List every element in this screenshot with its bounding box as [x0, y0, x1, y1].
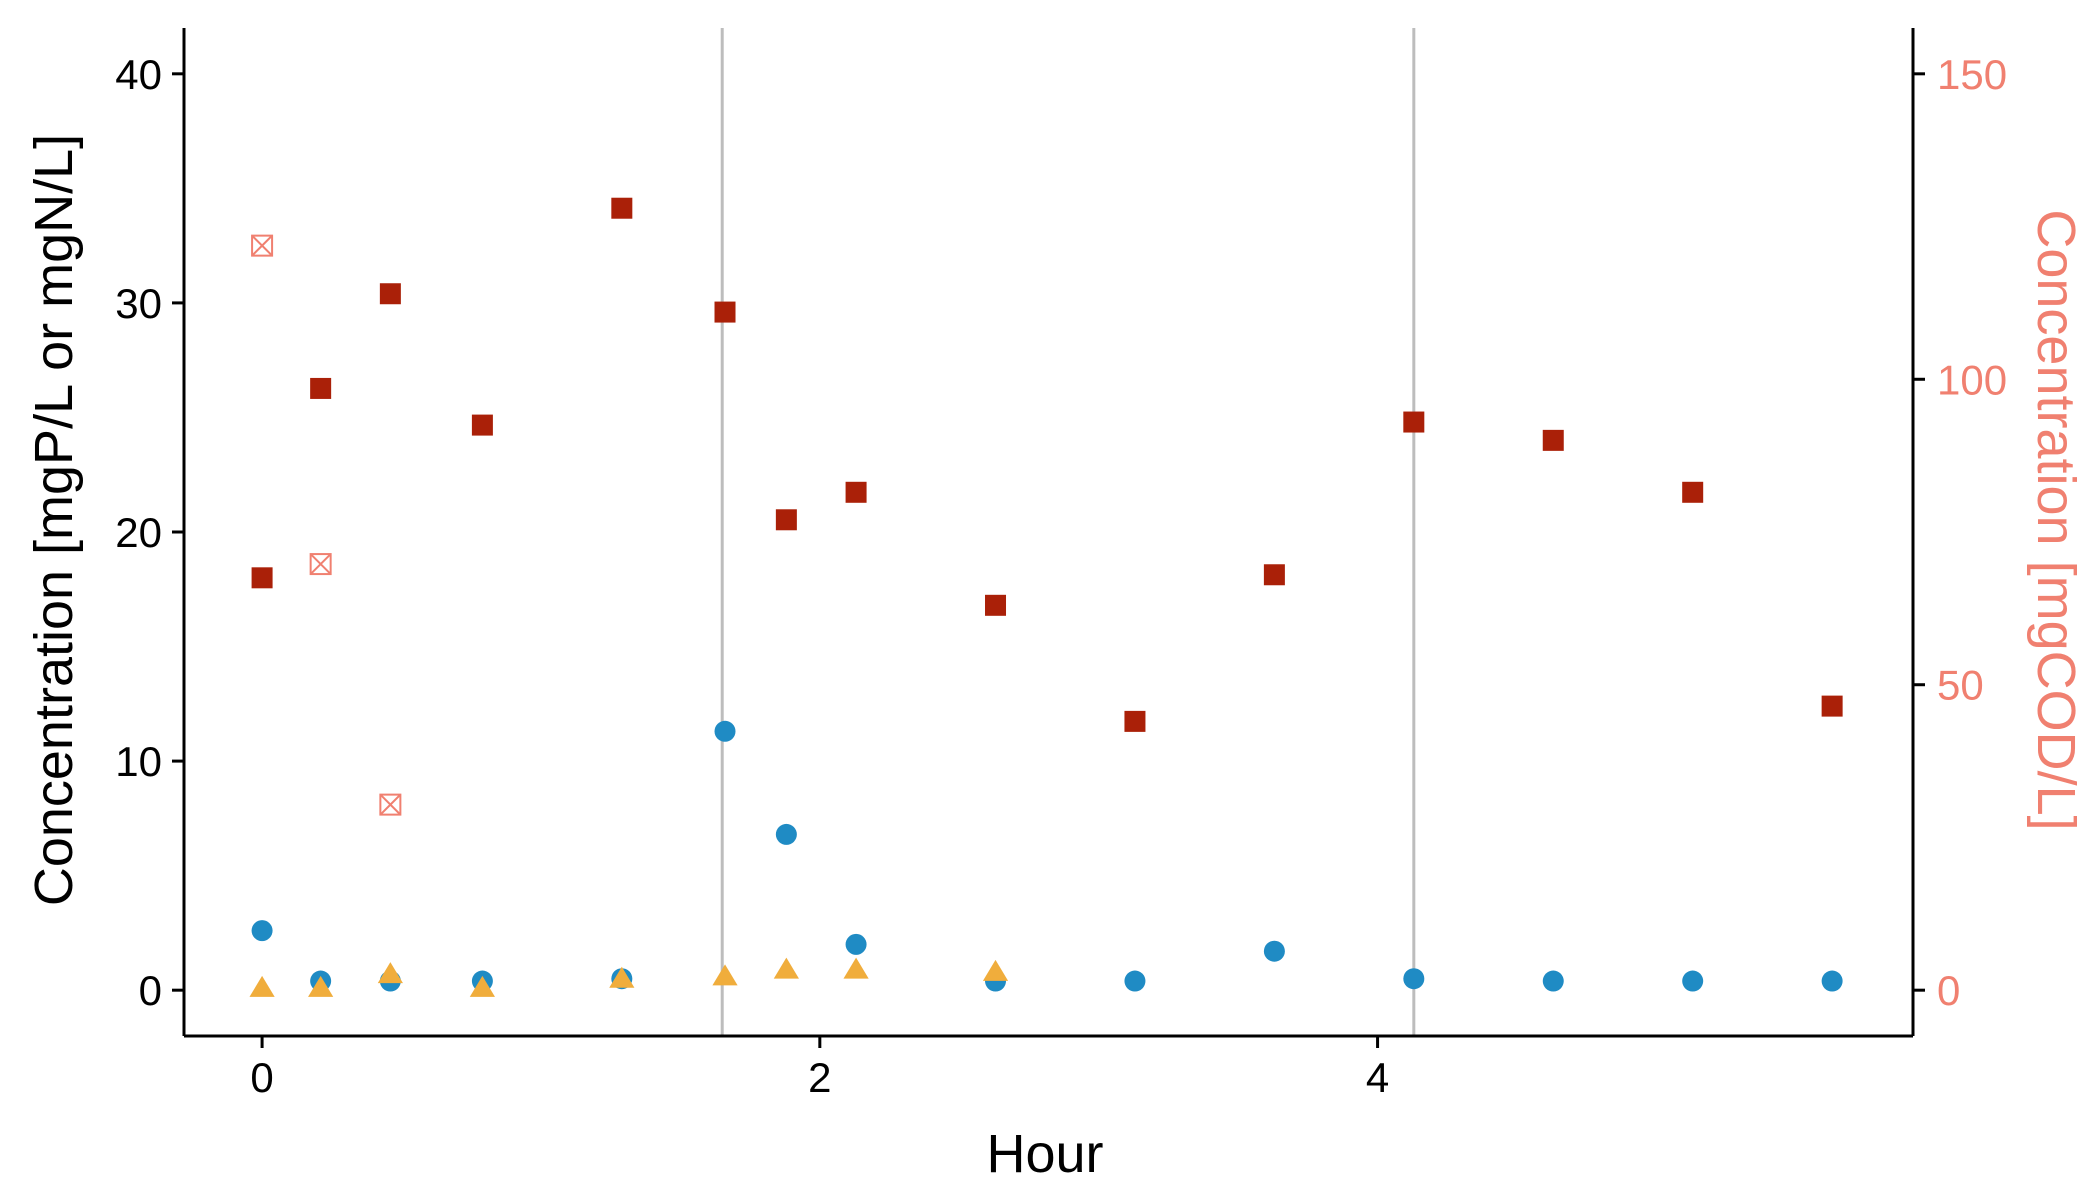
- triangle-point: [843, 957, 869, 979]
- circle-point: [775, 823, 797, 845]
- y-tick-label: 30: [115, 280, 162, 327]
- square-point: [775, 509, 797, 531]
- square-point: [1403, 411, 1425, 433]
- triangle-point: [308, 975, 334, 997]
- x-tick-label: 0: [250, 1054, 273, 1101]
- right-y-tick-label: 150: [1937, 51, 2007, 98]
- right-y-tick-label: 0: [1937, 967, 1960, 1014]
- square-point: [379, 283, 401, 305]
- triangle-point: [249, 975, 275, 997]
- triangle-point: [377, 962, 403, 984]
- y-tick-label: 10: [115, 738, 162, 785]
- square-point: [611, 197, 633, 219]
- y-tick-label: 0: [139, 967, 162, 1014]
- circle-point: [714, 720, 736, 742]
- y-tick-label: 20: [115, 509, 162, 556]
- square-point: [1821, 695, 1843, 717]
- square-point: [251, 567, 273, 589]
- circle-point: [1403, 968, 1425, 990]
- circle-point: [1263, 940, 1285, 962]
- triangle-point: [609, 966, 635, 988]
- square-point: [1124, 710, 1146, 732]
- circle-point: [1821, 970, 1843, 992]
- x-tick-label: 2: [808, 1054, 831, 1101]
- circle-point: [1124, 970, 1146, 992]
- square-point: [471, 414, 493, 436]
- square-point: [985, 594, 1007, 616]
- y-tick-label: 40: [115, 51, 162, 98]
- vertical-reference-lines: [720, 28, 1416, 1036]
- x-tick-label: 4: [1366, 1054, 1389, 1101]
- right-y-tick-label: 50: [1937, 662, 1984, 709]
- data-points: [249, 197, 1843, 997]
- x-axis-title: Hour: [986, 1124, 1103, 1184]
- circle-point: [1542, 970, 1564, 992]
- square-point: [1682, 481, 1704, 503]
- triangle-point: [982, 959, 1009, 981]
- square-point: [1542, 429, 1564, 451]
- square-point: [714, 301, 736, 323]
- square-point: [845, 481, 867, 503]
- square-point: [310, 377, 332, 399]
- crossed-square-point: [309, 553, 332, 576]
- crossed-square-point: [251, 234, 274, 257]
- circle-point: [251, 920, 273, 942]
- crossed-square-point: [379, 793, 402, 816]
- triangle-point: [712, 964, 738, 986]
- right-y-axis-title: Concentration [mgCOD/L]: [2026, 209, 2086, 830]
- circle-point: [845, 933, 867, 955]
- triangle-point: [469, 975, 495, 997]
- right-y-tick-label: 100: [1937, 356, 2007, 403]
- square-point: [1263, 564, 1285, 586]
- triangle-point: [773, 957, 799, 979]
- y-axis-title: Concentration [mgP/L or mgN/L]: [24, 134, 84, 906]
- circle-point: [1682, 970, 1704, 992]
